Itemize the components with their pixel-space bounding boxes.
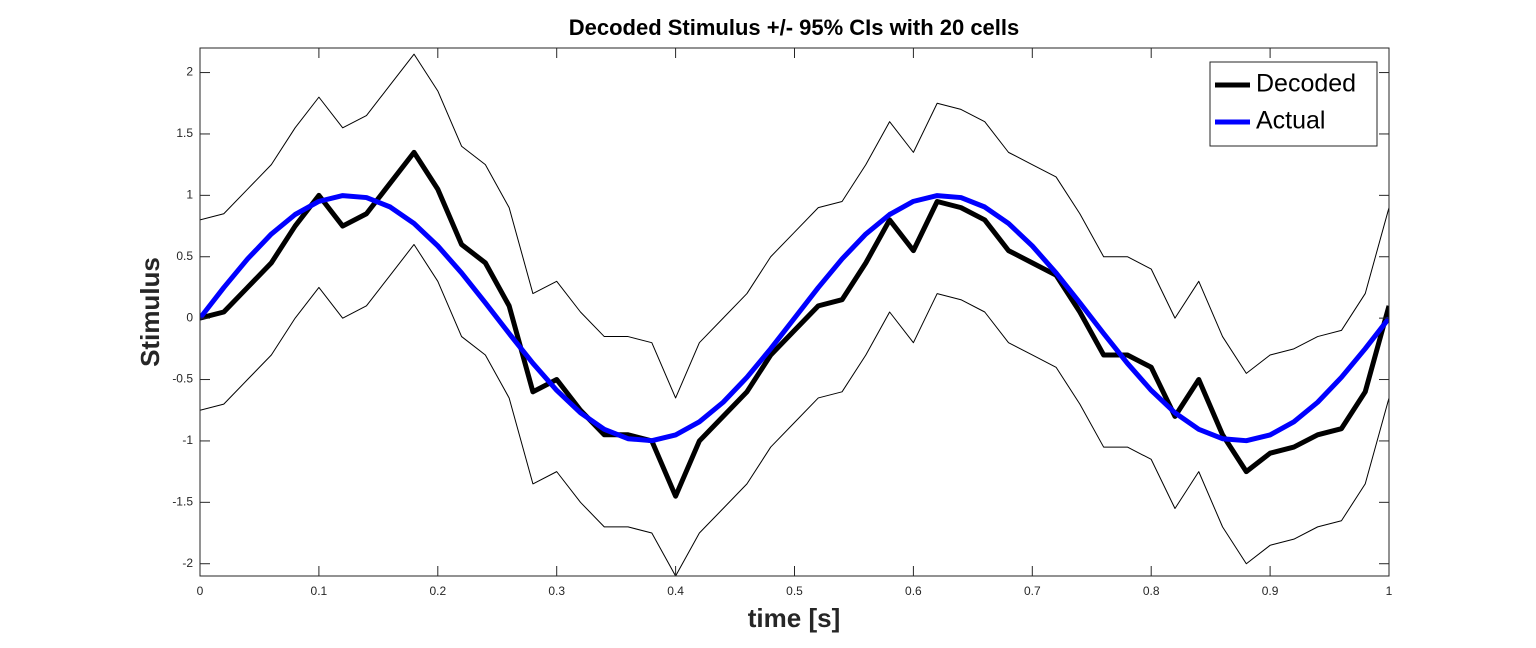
x-tick-label: 0.2 bbox=[429, 584, 446, 598]
y-tick-label: 1 bbox=[186, 188, 193, 202]
x-tick-label: 0.6 bbox=[905, 584, 922, 598]
series-line bbox=[200, 149, 1389, 499]
ci-line bbox=[200, 243, 1389, 576]
x-tick-label: 0.1 bbox=[311, 584, 328, 598]
x-tick-label: 0.4 bbox=[667, 584, 684, 598]
x-tick-label: 0.5 bbox=[786, 584, 803, 598]
x-axis-label: time [s] bbox=[748, 603, 840, 633]
x-tick-label: 0.7 bbox=[1024, 584, 1041, 598]
legend-label: Actual bbox=[1256, 107, 1325, 135]
plot-area bbox=[200, 53, 1389, 576]
x-tick-label: 0.3 bbox=[548, 584, 565, 598]
y-tick-label: 2 bbox=[186, 65, 193, 79]
chart-title: Decoded Stimulus +/- 95% CIs with 20 cel… bbox=[569, 15, 1020, 40]
y-tick-label: -0.5 bbox=[172, 372, 193, 386]
y-tick-label: -2 bbox=[182, 556, 193, 570]
x-tick-label: 0.9 bbox=[1262, 584, 1279, 598]
y-axis-label: Stimulus bbox=[135, 257, 165, 367]
y-tick-label: -1.5 bbox=[172, 494, 193, 508]
x-tick-label: 0 bbox=[197, 584, 204, 598]
series-line bbox=[200, 193, 1389, 444]
y-tick-label: -1 bbox=[182, 433, 193, 447]
ci-line bbox=[200, 53, 1389, 399]
legend-label: Decoded bbox=[1256, 70, 1356, 98]
x-tick-label: 0.8 bbox=[1143, 584, 1160, 598]
y-tick-label: 0 bbox=[186, 310, 193, 324]
legend-box bbox=[1209, 61, 1378, 147]
y-tick-label: 0.5 bbox=[176, 249, 193, 263]
x-tick-label: 1 bbox=[1386, 584, 1393, 598]
y-tick-label: 1.5 bbox=[176, 126, 193, 140]
